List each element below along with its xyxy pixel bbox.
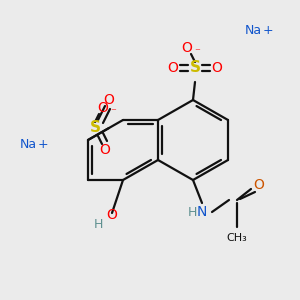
Text: +: + bbox=[263, 23, 273, 37]
Text: O: O bbox=[168, 61, 178, 75]
Text: Na: Na bbox=[20, 139, 37, 152]
Text: O: O bbox=[212, 61, 222, 75]
Text: +: + bbox=[38, 139, 48, 152]
Text: ⁻: ⁻ bbox=[110, 107, 116, 117]
Text: O: O bbox=[106, 208, 117, 222]
Text: O: O bbox=[182, 41, 192, 55]
Text: O: O bbox=[98, 101, 108, 115]
Text: O: O bbox=[100, 143, 110, 157]
Text: ⁻: ⁻ bbox=[194, 47, 200, 57]
Text: N: N bbox=[197, 205, 207, 219]
Text: H: H bbox=[187, 206, 197, 218]
Text: S: S bbox=[89, 121, 100, 136]
Text: CH₃: CH₃ bbox=[226, 233, 248, 243]
Text: O: O bbox=[254, 178, 264, 192]
Text: Na: Na bbox=[244, 23, 262, 37]
Text: H: H bbox=[93, 218, 103, 232]
Text: O: O bbox=[103, 93, 114, 107]
Text: S: S bbox=[190, 61, 200, 76]
